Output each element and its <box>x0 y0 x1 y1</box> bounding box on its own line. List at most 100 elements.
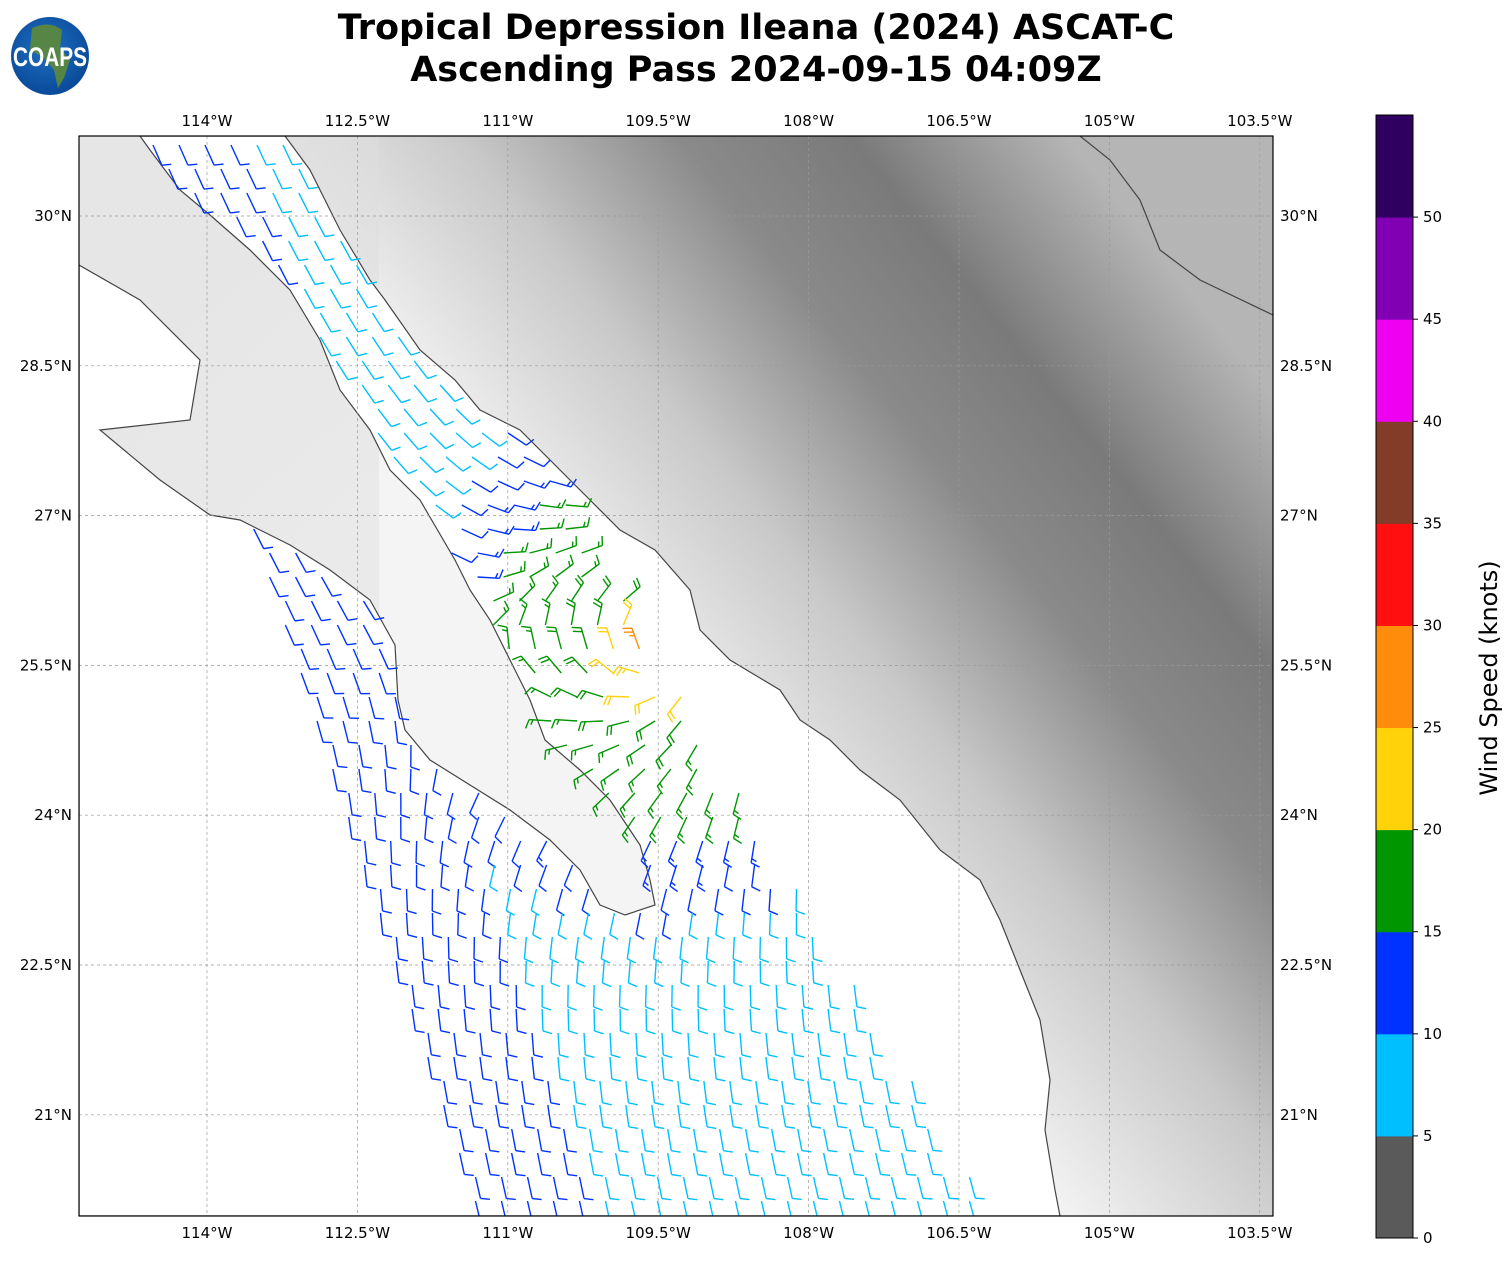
wind-barb <box>437 984 450 1010</box>
wind-barb <box>626 744 646 767</box>
wind-barb <box>526 1200 532 1216</box>
wind-barb <box>303 264 325 286</box>
wind-barb <box>415 840 426 867</box>
wind-barb <box>447 816 457 844</box>
wind-barb <box>593 1008 604 1035</box>
wind-barb <box>374 792 387 818</box>
wind-barb <box>885 1104 900 1129</box>
wind-barb <box>500 1176 516 1201</box>
wind-barb <box>445 480 472 495</box>
wind-barb <box>394 696 410 721</box>
wind-barb <box>843 1056 858 1081</box>
wind-barb <box>563 864 574 893</box>
wind-barb <box>874 1152 891 1177</box>
wind-barb <box>869 1032 884 1057</box>
wind-barb <box>592 598 603 626</box>
lat-tick-label-right: 22.5°N <box>1280 956 1332 974</box>
wind-barb <box>838 1176 855 1200</box>
lon-tick-label-bottom: 112.5°W <box>325 1224 390 1242</box>
wind-barb <box>671 984 681 1011</box>
wind-barb <box>400 792 411 819</box>
wind-barb <box>801 984 814 1010</box>
wind-barb <box>609 1056 622 1082</box>
wind-barb <box>656 1176 672 1201</box>
wind-barb <box>471 480 499 493</box>
wind-barb <box>687 1032 699 1059</box>
wind-barb <box>479 1056 493 1082</box>
wind-barb <box>493 582 515 602</box>
wind-barb <box>340 240 361 261</box>
wind-barb <box>688 912 698 940</box>
wind-barb <box>419 480 445 497</box>
figure-title-line2: Ascending Pass 2024-09-15 04:09Z <box>410 50 1102 90</box>
wind-barb <box>583 1032 595 1059</box>
wind-barb <box>621 816 636 844</box>
wind-barb <box>651 1104 665 1130</box>
wind-barb <box>589 1128 603 1153</box>
wind-barb <box>531 1032 544 1058</box>
wind-barb <box>378 648 398 670</box>
wind-barb <box>739 1056 752 1082</box>
lon-tick-label-top: 109.5°W <box>626 112 691 130</box>
wind-barb <box>581 536 604 554</box>
wind-barb <box>890 1200 897 1216</box>
wind-barb <box>843 1032 857 1058</box>
wind-barb <box>446 792 456 821</box>
wind-barb <box>696 864 706 893</box>
wind-barb <box>853 984 867 1010</box>
wind-barb <box>614 1152 630 1177</box>
wind-barb <box>424 816 434 844</box>
wind-barb <box>811 936 823 963</box>
wind-barb <box>552 1200 558 1216</box>
lat-tick-label-left: 21°N <box>34 1106 72 1124</box>
wind-barb <box>368 696 385 720</box>
wind-barb <box>706 960 717 987</box>
wind-barb <box>236 216 256 238</box>
wind-barb <box>411 984 425 1010</box>
wind-barb <box>759 960 770 987</box>
wind-barb <box>623 577 641 602</box>
wind-barb <box>423 792 434 820</box>
wind-barb <box>723 864 734 892</box>
svg-text:COAPS: COAPS <box>13 42 87 72</box>
wind-barb <box>500 1200 506 1216</box>
wind-barb <box>715 912 725 940</box>
lon-tick-label-bottom: 105°W <box>1084 1224 1135 1242</box>
lat-tick-label-right: 21°N <box>1280 1106 1318 1124</box>
lon-tick-label-top: 114°W <box>182 112 233 130</box>
wind-barb <box>713 1032 725 1058</box>
wind-barb <box>262 240 283 262</box>
wind-barb <box>352 648 372 670</box>
wind-barb <box>744 1152 760 1177</box>
wind-barb <box>361 360 384 380</box>
wind-barb <box>537 1128 552 1153</box>
wind-barb <box>890 1176 907 1200</box>
wind-barb <box>588 1152 604 1177</box>
wind-barb <box>723 1008 735 1035</box>
wind-barb <box>511 840 522 869</box>
wind-barb <box>178 144 198 166</box>
wind-barb <box>562 1152 578 1177</box>
lat-tick-label-right: 28.5°N <box>1280 357 1332 375</box>
wind-barb <box>536 1152 552 1177</box>
wind-barb <box>550 960 561 988</box>
wind-barb <box>622 627 640 650</box>
wind-barb <box>415 864 426 891</box>
wind-barb <box>487 525 515 535</box>
wind-barb <box>427 1056 442 1081</box>
wind-barb <box>471 456 499 471</box>
wind-barb <box>526 1176 542 1201</box>
wind-barb <box>374 816 386 842</box>
wind-barb <box>885 1080 900 1105</box>
wind-barb <box>521 1104 535 1129</box>
wind-barb <box>529 556 550 578</box>
lat-tick-label-right: 27°N <box>1280 507 1318 525</box>
wind-barb <box>618 984 629 1011</box>
wind-barb <box>377 408 401 428</box>
wind-barb <box>272 192 293 214</box>
wind-barb <box>456 888 466 916</box>
wind-barb <box>848 1152 864 1177</box>
wind-barb <box>785 936 796 963</box>
colorbar-tick-label: 40 <box>1423 412 1442 430</box>
wind-barb <box>635 1056 648 1082</box>
